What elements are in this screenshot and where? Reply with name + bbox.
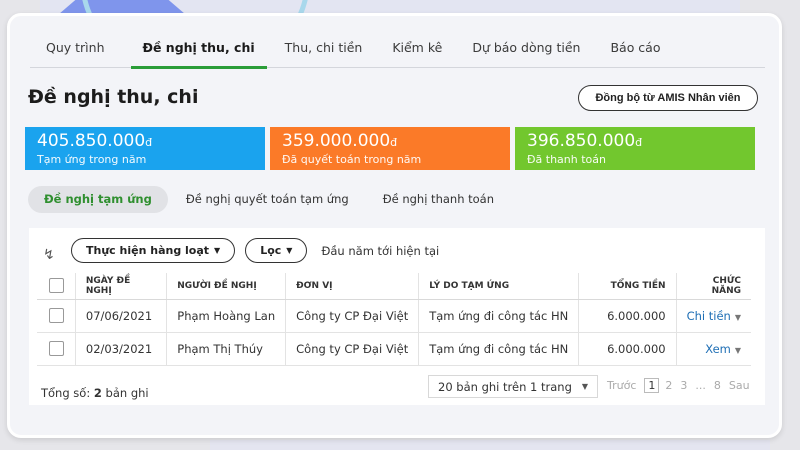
caret-down-icon: ▼ [214,246,221,255]
cell-date: 07/06/2021 [74,299,167,333]
col-actions: CHỨC NĂNG [675,273,751,300]
caret-down-icon: ▼ [286,246,293,255]
list-toolbar: ↯ Thực hiện hàng loạt ▼ Lọc ▼ Đầu năm tớ… [43,238,439,263]
pagination: Trước 1 2 3 ... 8 Sau [607,378,758,393]
cell-reason: Tạm ứng đi công tác HN [418,299,579,333]
row-checkbox[interactable] [49,308,64,323]
period-text[interactable]: Đầu năm tới hiện tại [321,243,440,258]
total-count: 2 [93,386,102,400]
action-label: Chi tiền [686,308,731,323]
caret-down-icon: ▼ [734,312,741,322]
tab-thu-chi-tien[interactable]: Thu, chi tiền [284,40,363,55]
next-page-button[interactable]: Sau [728,379,750,392]
tab-bao-cao[interactable]: Báo cáo [610,40,661,55]
row-select-cell [37,332,76,366]
caret-down-icon: ▼ [734,345,741,355]
background-strip [210,440,770,450]
cell-reason: Tạm ứng đi công tác HN [418,332,579,366]
table-row[interactable]: 02/03/2021 Phạm Thị Thúy Công ty CP Đại … [37,332,751,366]
total-records: Tổng số: 2 bản ghi [41,386,149,400]
main-tabs: Quy trình Đề nghị thu, chi Thu, chi tiền… [30,34,765,69]
cell-amount: 6.000.000 [578,332,677,366]
stat-label: Đã quyết toán trong năm [282,153,422,166]
page-1-button[interactable]: 1 [644,378,660,393]
col-amount: TỔNG TIỀN [578,273,677,300]
col-reason: LÝ DO TẠM ỨNG [418,273,579,300]
tab-du-bao-dong-tien[interactable]: Dự báo dòng tiền [472,40,581,55]
col-unit: ĐƠN VỊ [285,273,419,300]
row-select-cell [37,299,76,333]
page-title: Đề nghị thu, chi [28,86,199,108]
app-window: Quy trình Đề nghị thu, chi Thu, chi tiền… [7,13,782,438]
page-ellipsis: ... [695,379,706,392]
stat-value: 396.850.000đ [527,131,643,151]
tab-de-nghi-thu-chi[interactable]: Đề nghị thu, chi [130,34,267,69]
table-header: NGÀY ĐỀ NGHỊ NGƯỜI ĐỀ NGHỊ ĐƠN VỊ LÝ DO … [37,273,751,300]
bulk-action-label: Thực hiện hàng loạt [86,244,210,257]
row-action-dropdown[interactable]: Xem ▼ [675,332,751,366]
cell-unit: Công ty CP Đại Việt [285,332,419,366]
stat-label: Đã thanh toán [527,153,606,166]
total-suffix: bản ghi [101,386,149,400]
stat-value: 405.850.000đ [37,131,153,151]
cell-unit: Công ty CP Đại Việt [285,299,419,333]
bulk-action-dropdown[interactable]: Thực hiện hàng loạt ▼ [71,238,236,263]
cell-requester: Phạm Hoàng Lan [166,299,286,333]
action-label: Xem [705,341,731,356]
subtab-de-nghi-tam-ung[interactable]: Đề nghị tạm ứng [28,186,168,213]
stat-card-settled: 359.000.000đ Đã quyết toán trong năm [270,127,510,170]
cell-date: 02/03/2021 [74,332,167,366]
row-action-dropdown[interactable]: Chi tiền ▼ [675,299,751,333]
row-checkbox[interactable] [49,341,64,356]
total-prefix: Tổng số: [41,386,94,400]
subtab-de-nghi-thanh-toan[interactable]: Đề nghị thanh toán [382,192,495,206]
select-all-cell [37,273,76,300]
sort-icon[interactable]: ↯ [43,246,55,263]
filter-dropdown[interactable]: Lọc ▼ [245,238,308,263]
stat-label: Tạm ứng trong năm [37,153,147,166]
page-3-button[interactable]: 3 [680,379,688,392]
caret-down-icon: ▼ [581,382,588,391]
subtab-quyet-toan-tam-ung[interactable]: Đề nghị quyết toán tạm ứng [185,192,349,206]
filter-label: Lọc [260,244,282,257]
sync-amis-button[interactable]: Đồng bộ từ AMIS Nhân viên [578,85,758,111]
col-requester: NGƯỜI ĐỀ NGHỊ [166,273,286,300]
list-card: ↯ Thực hiện hàng loạt ▼ Lọc ▼ Đầu năm tớ… [29,228,765,405]
col-date: NGÀY ĐỀ NGHỊ [74,273,167,300]
cell-amount: 6.000.000 [578,299,677,333]
advance-table: NGÀY ĐỀ NGHỊ NGƯỜI ĐỀ NGHỊ ĐƠN VỊ LÝ DO … [37,273,751,366]
stat-card-paid: 396.850.000đ Đã thanh toán [515,127,755,170]
page-8-button[interactable]: 8 [713,379,721,392]
select-all-checkbox[interactable] [49,278,64,294]
page-2-button[interactable]: 2 [665,379,673,392]
stat-value: 359.000.000đ [282,131,398,151]
tab-kiem-ke[interactable]: Kiểm kê [392,40,443,55]
per-page-label: 20 bản ghi trên 1 trang [438,379,572,394]
per-page-select[interactable]: 20 bản ghi trên 1 trang ▼ [428,375,598,398]
stat-card-advance: 405.850.000đ Tạm ứng trong năm [25,127,265,170]
sub-tabs: Đề nghị tạm ứng Đề nghị quyết toán tạm ứ… [28,186,510,213]
prev-page-button[interactable]: Trước [607,379,637,392]
tab-quy-trinh[interactable]: Quy trình [46,40,105,55]
cell-requester: Phạm Thị Thúy [166,332,286,366]
table-row[interactable]: 07/06/2021 Phạm Hoàng Lan Công ty CP Đại… [37,299,751,333]
